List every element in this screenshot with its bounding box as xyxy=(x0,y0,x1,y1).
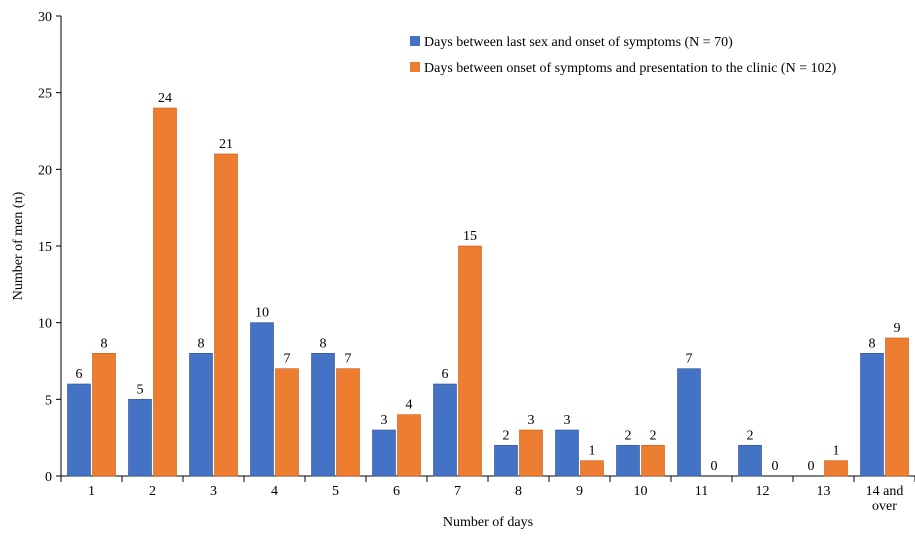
x-tick-label: 10 xyxy=(634,484,648,499)
x-tick-label: 2 xyxy=(149,484,156,499)
y-tick-label: 0 xyxy=(45,470,52,485)
data-label-series-1: 8 xyxy=(320,336,327,351)
x-tick-label: 8 xyxy=(515,484,522,499)
bar-series-2 xyxy=(336,368,360,477)
data-label-series-2: 8 xyxy=(101,336,108,351)
data-label-series-2: 24 xyxy=(158,91,172,106)
x-tick-label: 3 xyxy=(210,484,217,499)
legend-swatch-series-1 xyxy=(410,36,420,46)
data-label-series-1: 8 xyxy=(198,336,205,351)
x-tick-label: 5 xyxy=(332,484,339,499)
bar-series-2 xyxy=(397,414,421,477)
x-tick-label: 7 xyxy=(454,484,461,499)
y-tick-label: 5 xyxy=(45,393,52,408)
data-label-series-1: 3 xyxy=(564,413,571,428)
legend-swatch-series-2 xyxy=(410,62,420,72)
bar-series-1 xyxy=(494,445,518,477)
x-tick-label: 6 xyxy=(393,484,400,499)
data-label-series-1: 0 xyxy=(808,459,815,474)
x-tick-label: 13 xyxy=(817,484,831,499)
data-label-series-1: 6 xyxy=(76,367,83,382)
data-label-series-1: 3 xyxy=(381,413,388,428)
data-label-series-2: 1 xyxy=(833,444,840,459)
bar-series-1 xyxy=(372,429,396,477)
y-tick-label: 30 xyxy=(38,10,52,25)
data-label-series-2: 7 xyxy=(345,352,352,367)
bar-series-1 xyxy=(250,322,274,477)
bars xyxy=(67,107,909,477)
bar-series-1 xyxy=(677,368,701,477)
bar-series-1 xyxy=(616,445,640,477)
bar-series-2 xyxy=(641,445,665,477)
bar-series-2 xyxy=(824,460,848,477)
x-tick-label: 4 xyxy=(271,484,278,499)
bar-series-1 xyxy=(311,353,335,477)
legend: Days between last sex and onset of sympt… xyxy=(410,35,837,76)
x-tick-label: 9 xyxy=(576,484,583,499)
y-tick-label: 20 xyxy=(38,163,52,178)
x-tick-label: 1 xyxy=(88,484,95,499)
legend-label-series-2: Days between onset of symptoms and prese… xyxy=(424,61,837,76)
bar-series-1 xyxy=(555,429,579,477)
bar-series-2 xyxy=(214,153,238,477)
x-tick-label: 14 and over xyxy=(866,484,904,514)
data-label-series-1: 2 xyxy=(625,428,632,443)
bar-series-1 xyxy=(189,353,213,477)
data-label-series-2: 0 xyxy=(772,459,779,474)
data-label-series-1: 6 xyxy=(442,367,449,382)
x-tick-label: 11 xyxy=(695,484,708,499)
data-label-series-2: 0 xyxy=(711,459,718,474)
bar-series-1 xyxy=(67,383,91,477)
bar-series-2 xyxy=(519,429,543,477)
bar-series-1 xyxy=(128,399,152,477)
data-label-series-2: 3 xyxy=(528,413,535,428)
data-label-series-2: 7 xyxy=(284,352,291,367)
bar-series-2 xyxy=(153,107,177,477)
bar-series-1 xyxy=(860,353,884,477)
bar-series-2 xyxy=(275,368,299,477)
data-label-series-1: 8 xyxy=(869,336,876,351)
data-label-series-1: 7 xyxy=(686,352,693,367)
data-label-series-1: 5 xyxy=(137,382,144,397)
data-label-series-2: 21 xyxy=(219,137,233,152)
bar-series-1 xyxy=(738,445,762,477)
bar-series-1 xyxy=(433,383,457,477)
bar-series-2 xyxy=(580,460,604,477)
bar-series-2 xyxy=(885,337,909,477)
data-label-series-1: 2 xyxy=(503,428,510,443)
x-tick-label: 12 xyxy=(756,484,770,499)
y-axis-title: Number of men (n) xyxy=(11,191,26,300)
y-tick-label: 10 xyxy=(38,317,52,332)
data-label-series-2: 4 xyxy=(406,398,413,413)
bar-series-2 xyxy=(458,245,482,477)
data-label-series-2: 2 xyxy=(650,428,657,443)
data-label-series-2: 1 xyxy=(589,444,596,459)
data-label-series-1: 10 xyxy=(255,306,269,321)
data-label-series-2: 15 xyxy=(463,229,477,244)
y-tick-label: 15 xyxy=(38,240,52,255)
y-tick-label: 25 xyxy=(38,87,52,102)
data-label-series-1: 2 xyxy=(747,428,754,443)
bar-series-2 xyxy=(92,353,116,477)
legend-label-series-1: Days between last sex and onset of sympt… xyxy=(424,35,733,50)
data-labels: 6 5 8 10 8 3 6 2 3 2 7 2 0 8 8 24 21 7 7 4 15 3 1 2 0 0 1 9 xyxy=(76,91,901,474)
data-label-series-2: 9 xyxy=(894,321,901,336)
x-axis-title: Number of days xyxy=(443,515,533,530)
